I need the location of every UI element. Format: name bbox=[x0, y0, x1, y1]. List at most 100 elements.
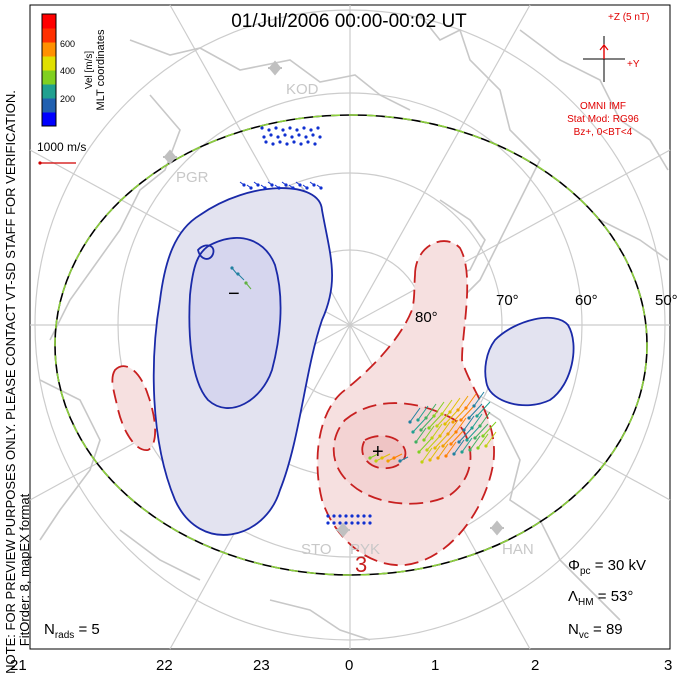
velocity-vector bbox=[445, 441, 457, 457]
velocity-vector bbox=[447, 419, 459, 435]
color-bar-tick-400: 400 bbox=[60, 66, 75, 76]
color-bar-segment bbox=[42, 42, 56, 57]
velocity-vector bbox=[453, 439, 465, 455]
velocity-vector bbox=[441, 399, 453, 415]
velocity-vector bbox=[253, 181, 259, 186]
vector-origin bbox=[260, 126, 264, 130]
coordinate-system-label: MLT coordinates bbox=[95, 29, 107, 110]
vector-origin bbox=[262, 135, 266, 139]
velocity-vector bbox=[457, 395, 469, 411]
velocity-vector bbox=[246, 184, 252, 189]
color-bar-frame bbox=[41, 13, 57, 127]
vector-origin bbox=[292, 140, 296, 144]
velocity-vector bbox=[466, 425, 481, 441]
vector-origin bbox=[326, 514, 330, 518]
imf-arrow-head bbox=[599, 44, 609, 51]
positive-potential-cell bbox=[111, 240, 495, 567]
velocity-vector bbox=[295, 181, 301, 186]
velocity-vector bbox=[239, 181, 245, 186]
velocity-vector bbox=[237, 273, 245, 281]
vector-origin bbox=[318, 135, 322, 139]
velocity-vector bbox=[455, 417, 467, 433]
vector-origin bbox=[278, 140, 282, 144]
lat-label-50: 50° bbox=[655, 292, 678, 309]
vector-origin bbox=[332, 521, 336, 525]
velocity-vector bbox=[452, 407, 467, 423]
velocity-vector bbox=[381, 453, 391, 459]
fit-order-note: FitOrder: 8, mapEX format bbox=[17, 493, 32, 646]
mlt-tick-2: 2 bbox=[531, 657, 539, 674]
vector-origin bbox=[304, 135, 308, 139]
vector-origin bbox=[362, 521, 366, 525]
mlt-tick-3: 3 bbox=[664, 657, 672, 674]
velocity-vector bbox=[421, 447, 433, 463]
velocity-vector bbox=[479, 411, 491, 427]
stat-n-vc: Nvc = 89 bbox=[568, 621, 623, 641]
vector-origin bbox=[290, 135, 294, 139]
velocity-vector bbox=[302, 184, 308, 189]
vector-origin bbox=[344, 521, 348, 525]
color-bar-segment bbox=[42, 28, 56, 43]
velocity-vector bbox=[482, 421, 497, 437]
station-label-han: HAN bbox=[502, 541, 534, 558]
velocity-vector bbox=[465, 393, 477, 409]
map-title: 01/Jul/2006 00:00-00:02 UT bbox=[231, 11, 467, 32]
velocity-vector bbox=[460, 405, 475, 421]
velocity-vector bbox=[439, 421, 451, 437]
color-bar-segment bbox=[42, 98, 56, 113]
vector-origin bbox=[356, 521, 360, 525]
velocity-vector bbox=[450, 429, 465, 445]
velocity-vector bbox=[485, 431, 497, 447]
vector-origin bbox=[271, 142, 275, 146]
velocity-vector bbox=[274, 184, 280, 189]
vector-origin bbox=[311, 133, 315, 137]
velocity-vector bbox=[437, 443, 449, 459]
velocity-vector bbox=[444, 409, 459, 425]
color-bar-tick-600: 600 bbox=[60, 39, 75, 49]
vector-origin bbox=[264, 140, 268, 144]
min-potential-marker: − bbox=[228, 283, 240, 305]
velocity-vector bbox=[369, 453, 379, 459]
radar-stations: KOD PGR STO PYK HAN bbox=[163, 60, 534, 558]
vector-origin bbox=[326, 521, 330, 525]
imf-model: Stat Mod: RG96 bbox=[567, 114, 639, 125]
velocity-vector bbox=[473, 391, 485, 407]
station-label-sto: STO bbox=[301, 541, 332, 558]
velocity-vector bbox=[425, 403, 437, 419]
vector-origin bbox=[295, 128, 299, 132]
velocity-vector bbox=[429, 445, 441, 461]
mlt-tick-22: 22 bbox=[156, 657, 173, 674]
velocity-color-bar: 600 400 200 Vel [m/s] bbox=[41, 13, 95, 127]
fit-statistics: Φpc = 30 kV ΛHM = 53° Nvc = 89 Nrads = 5 bbox=[44, 557, 646, 641]
color-bar-segment bbox=[42, 84, 56, 99]
velocity-vector bbox=[469, 435, 481, 451]
velocity-vector bbox=[471, 413, 483, 429]
velocity-vectors bbox=[230, 126, 497, 525]
vector-origin bbox=[309, 128, 313, 132]
velocity-vector bbox=[431, 423, 443, 439]
velocity-vector bbox=[399, 456, 409, 462]
mlt-tick-0: 0 bbox=[345, 657, 353, 674]
velocity-vector bbox=[245, 282, 252, 290]
stat-n-rads: Nrads = 5 bbox=[44, 621, 100, 641]
color-bar-segment bbox=[42, 112, 56, 127]
vector-origin bbox=[297, 133, 301, 137]
color-bar-segment bbox=[42, 14, 56, 29]
velocity-vector bbox=[423, 425, 435, 441]
stat-phi-pc: Φpc = 30 kV bbox=[568, 557, 646, 577]
station-label-kod: KOD bbox=[286, 81, 319, 98]
velocity-vector bbox=[420, 415, 435, 431]
preview-note: NOTE: FOR PREVIEW PURPOSES ONLY. PLEASE … bbox=[3, 90, 18, 674]
heppner-maynard-boundary-dash bbox=[54, 114, 648, 576]
negative-cell-dusk-contour bbox=[484, 316, 575, 407]
velocity-vector bbox=[316, 184, 322, 189]
grid-meridian bbox=[349, 149, 671, 326]
velocity-vector bbox=[476, 401, 491, 417]
stat-lambda-hm: ΛHM = 53° bbox=[568, 588, 633, 608]
vector-origin bbox=[285, 142, 289, 146]
negative-cell-small-loop bbox=[197, 244, 215, 260]
mlt-tick-1: 1 bbox=[431, 657, 439, 674]
positive-cell-small-contour bbox=[111, 365, 157, 451]
color-bar-segment bbox=[42, 56, 56, 71]
velocity-vector bbox=[417, 405, 429, 421]
